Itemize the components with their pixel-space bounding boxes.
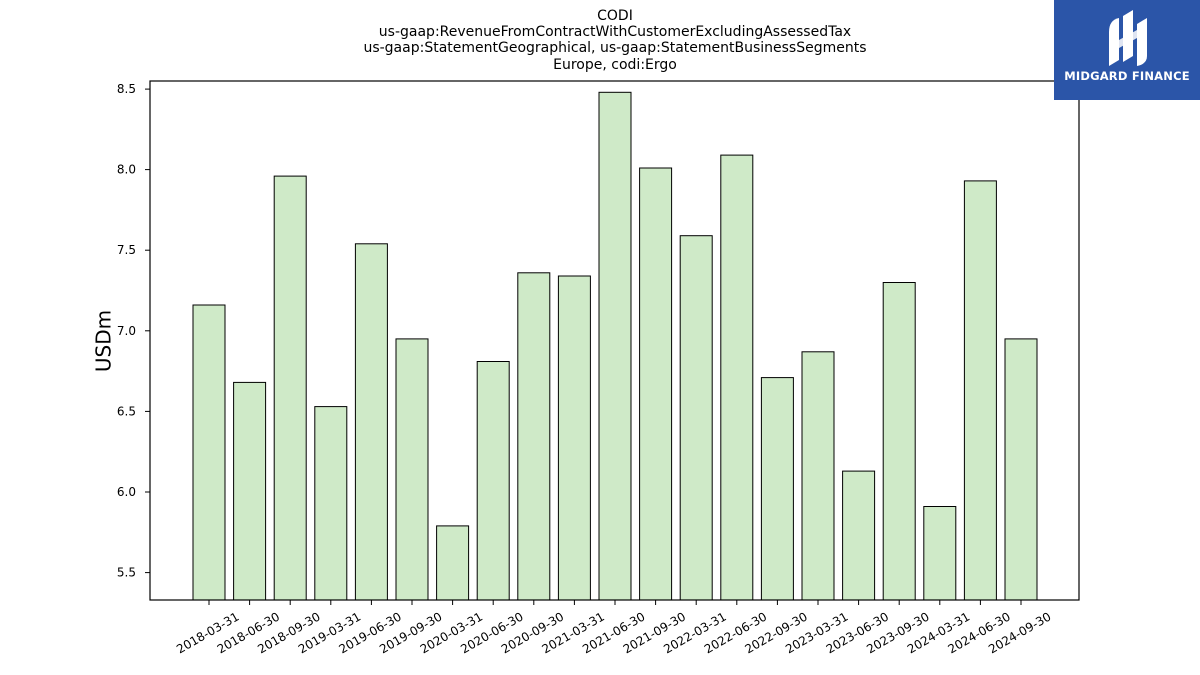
bar-2021-06-30 — [598, 91, 632, 601]
bar-2019-09-30 — [395, 338, 429, 601]
y-tick-label: 5.5 — [117, 566, 136, 580]
bar-2022-03-31 — [679, 235, 713, 601]
y-axis: 5.5 6.0 6.5 7.0 7.5 8.0 8.5 — [117, 82, 150, 580]
y-tick-label: 6.0 — [117, 485, 136, 499]
y-axis-label: USDm — [92, 310, 116, 372]
bar-2023-03-31 — [801, 351, 835, 601]
bar-2021-09-30 — [639, 167, 673, 601]
chart-title: CODI us-gaap:RevenueFromContractWithCust… — [363, 8, 866, 73]
bar-2022-06-30 — [720, 154, 754, 601]
x-axis: 2018-03-312018-06-302018-09-302019-03-31… — [174, 600, 1054, 656]
bar-2024-03-31 — [923, 506, 957, 601]
bar-2021-03-31 — [557, 275, 591, 601]
bar-2018-06-30 — [233, 381, 267, 601]
brand-name: MIDGARD FINANCE — [1064, 69, 1190, 83]
bar-2023-09-30 — [882, 282, 916, 601]
y-tick-label: 8.5 — [117, 82, 136, 96]
bar-2018-09-30 — [273, 175, 307, 601]
bar-2024-09-30 — [1004, 338, 1038, 601]
bar-2019-03-31 — [314, 406, 348, 601]
y-tick-label: 7.0 — [117, 324, 136, 338]
y-tick-label: 6.5 — [117, 404, 136, 418]
title-line-1: CODI — [597, 8, 633, 24]
title-line-4: Europe, codi:Ergo — [553, 57, 677, 73]
title-line-2: us-gaap:RevenueFromContractWithCustomerE… — [379, 24, 851, 40]
bar-2020-09-30 — [517, 272, 551, 601]
y-tick-label: 8.0 — [117, 163, 136, 177]
title-line-3: us-gaap:StatementGeographical, us-gaap:S… — [363, 40, 866, 56]
bar-2023-06-30 — [842, 470, 876, 601]
bar-series — [192, 91, 1038, 601]
midgard-logo-icon — [1109, 10, 1147, 66]
bar-2024-06-30 — [963, 180, 997, 601]
y-tick-label: 7.5 — [117, 243, 136, 257]
bar-2022-09-30 — [760, 377, 794, 601]
brand-logo: MIDGARD FINANCE — [1054, 0, 1200, 100]
bar-2020-03-31 — [436, 525, 470, 601]
bar-2018-03-31 — [192, 304, 226, 601]
bar-2020-06-30 — [476, 361, 510, 601]
bar-2019-06-30 — [354, 243, 388, 601]
